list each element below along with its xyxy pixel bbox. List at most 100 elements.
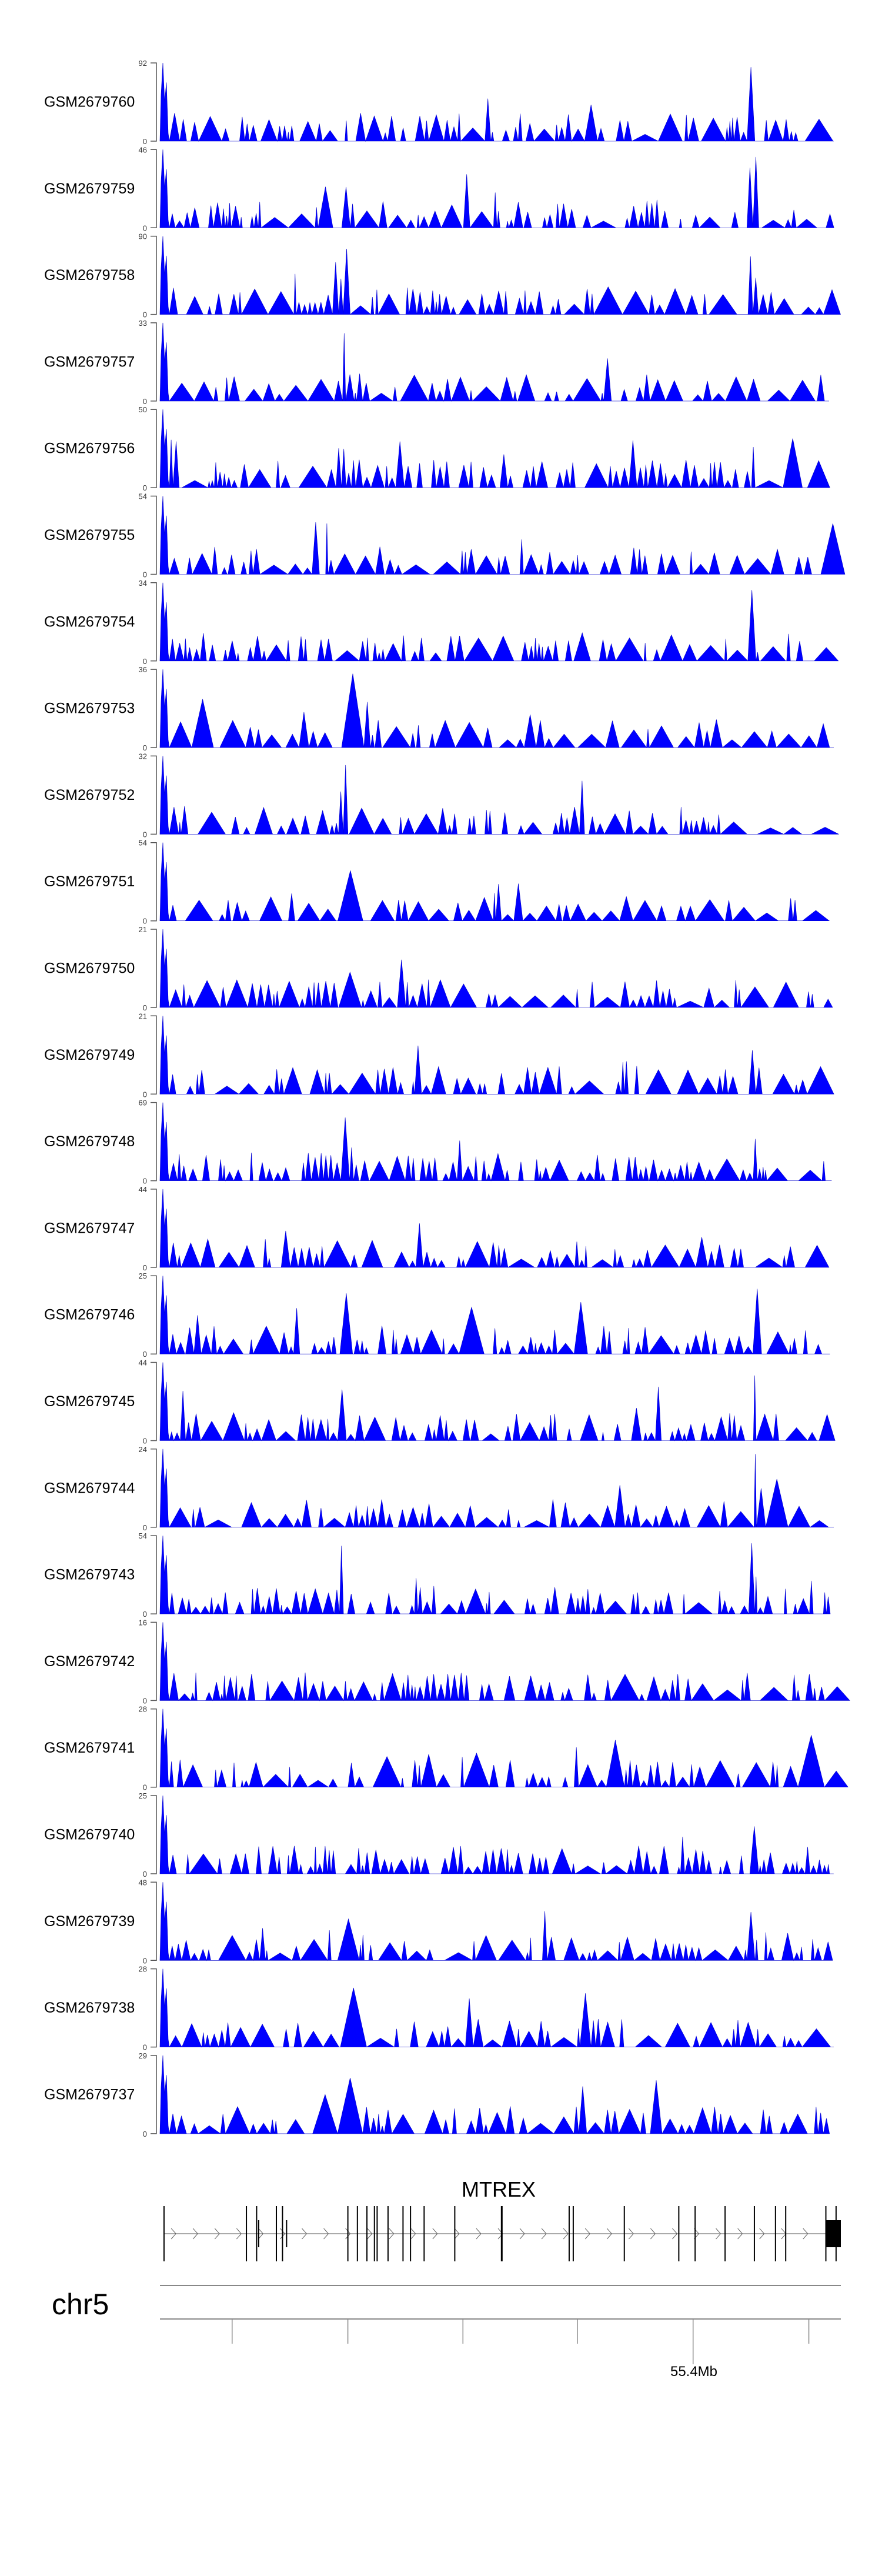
y-min-label: 0 — [143, 137, 147, 146]
track-GSM2679744: GSM2679744 24 0 — [44, 1445, 834, 1532]
y-max-label: 21 — [139, 1012, 147, 1020]
y-min-label: 0 — [143, 917, 147, 926]
y-max-label: 28 — [139, 1965, 147, 1974]
coverage-area — [159, 1449, 834, 1528]
strand-arrow-icon — [563, 2228, 569, 2240]
y-min-label: 0 — [143, 1610, 147, 1619]
track-GSM2679757: GSM2679757 33 0 — [44, 319, 829, 406]
y-max-label: 92 — [139, 59, 147, 68]
track-label: GSM2679758 — [44, 267, 135, 283]
y-min-label: 0 — [143, 397, 147, 406]
track-label: GSM2679751 — [44, 873, 135, 890]
y-max-label: 34 — [139, 579, 147, 588]
coverage-area — [159, 1189, 830, 1269]
coverage-area — [159, 1968, 834, 2048]
y-max-label: 90 — [139, 232, 147, 241]
track-GSM2679741: GSM2679741 28 0 — [44, 1705, 848, 1792]
y-axis — [151, 1708, 157, 1788]
y-min-label: 0 — [143, 1177, 147, 1186]
coverage-area — [159, 2055, 830, 2135]
strand-arrow-icon — [258, 2228, 264, 2240]
coverage-area — [159, 409, 830, 489]
y-max-label: 50 — [139, 405, 147, 414]
track-label: GSM2679748 — [44, 1133, 135, 1150]
track-label: GSM2679759 — [44, 181, 135, 197]
y-max-label: 54 — [139, 492, 147, 501]
chromosome-axis: chr5 55.4Mb — [52, 2285, 841, 2380]
track-label: GSM2679753 — [44, 700, 135, 717]
track-label: GSM2679747 — [44, 1220, 135, 1236]
track-GSM2679759: GSM2679759 46 0 — [44, 145, 834, 232]
y-axis — [151, 1275, 157, 1354]
track-GSM2679739: GSM2679739 48 0 — [44, 1878, 833, 1965]
track-GSM2679754: GSM2679754 34 0 — [44, 579, 839, 666]
track-label: GSM2679742 — [44, 1653, 135, 1670]
coverage-area — [159, 929, 833, 1009]
y-max-label: 25 — [139, 1272, 147, 1280]
y-axis — [151, 1881, 157, 1961]
strand-arrow-icon — [541, 2228, 547, 2240]
track-GSM2679755: GSM2679755 54 0 — [44, 492, 846, 579]
y-axis — [151, 1621, 157, 1701]
y-max-label: 48 — [139, 1878, 147, 1887]
track-GSM2679738: GSM2679738 28 0 — [44, 1965, 834, 2052]
y-min-label: 0 — [143, 1090, 147, 1099]
y-axis — [151, 2055, 157, 2134]
strand-arrow-icon — [280, 2228, 286, 2240]
y-min-label: 0 — [143, 223, 147, 232]
y-min-label: 0 — [143, 570, 147, 579]
y-max-label: 21 — [139, 925, 147, 934]
y-axis — [151, 842, 157, 922]
y-min-label: 0 — [143, 1696, 147, 1705]
y-axis — [151, 409, 157, 488]
coverage-tracks: GSM2679760920GSM2679759460GSM2679758900G… — [44, 59, 850, 2138]
y-axis — [151, 495, 157, 575]
track-label: GSM2679743 — [44, 1567, 135, 1583]
strand-arrow-icon — [803, 2228, 808, 2240]
y-axis — [151, 1102, 157, 1182]
strand-arrow-icon — [236, 2228, 242, 2240]
y-axis — [151, 1449, 157, 1528]
strand-arrow-icon — [737, 2228, 743, 2240]
coverage-area — [159, 582, 839, 662]
coverage-area — [159, 1016, 834, 1095]
strand-arrow-icon — [171, 2228, 176, 2240]
y-min-label: 0 — [143, 1263, 147, 1272]
coverage-area — [159, 149, 834, 229]
y-min-label: 0 — [143, 1783, 147, 1792]
y-min-label: 0 — [143, 1956, 147, 1965]
y-max-label: 54 — [139, 1531, 147, 1540]
y-max-label: 54 — [139, 839, 147, 847]
track-GSM2679750: GSM2679750 21 0 — [44, 925, 833, 1012]
gene-name-label: MTREX — [462, 2177, 536, 2201]
track-label: GSM2679739 — [44, 1913, 135, 1930]
coverage-area — [159, 1622, 850, 1701]
y-max-label: 24 — [139, 1445, 147, 1454]
y-min-label: 0 — [143, 657, 147, 666]
strand-arrow-icon — [606, 2228, 612, 2240]
axis-tick-label: 55.4Mb — [670, 2364, 717, 2380]
track-label: GSM2679745 — [44, 1393, 135, 1410]
track-GSM2679743: GSM2679743 54 0 — [44, 1531, 831, 1619]
y-max-label: 25 — [139, 1791, 147, 1800]
y-axis — [151, 1015, 157, 1095]
strand-arrow-icon — [454, 2228, 460, 2240]
track-label: GSM2679756 — [44, 441, 135, 457]
y-axis — [151, 1189, 157, 1268]
gene-track: MTREX — [163, 2177, 841, 2261]
y-min-label: 0 — [143, 830, 147, 839]
strand-arrow-icon — [214, 2228, 220, 2240]
strand-arrow-icon — [389, 2228, 395, 2240]
coverage-area — [159, 322, 829, 402]
coverage-area — [159, 842, 830, 922]
track-GSM2679758: GSM2679758 90 0 — [44, 232, 841, 319]
y-min-label: 0 — [143, 1870, 147, 1878]
strand-arrow-icon — [323, 2228, 329, 2240]
coverage-area — [159, 1795, 834, 1875]
y-max-label: 46 — [139, 145, 147, 154]
y-axis — [151, 235, 157, 315]
y-axis — [151, 1795, 157, 1874]
y-axis — [151, 669, 157, 748]
track-GSM2679753: GSM2679753 36 0 — [44, 665, 834, 752]
strand-arrow-icon — [192, 2228, 198, 2240]
